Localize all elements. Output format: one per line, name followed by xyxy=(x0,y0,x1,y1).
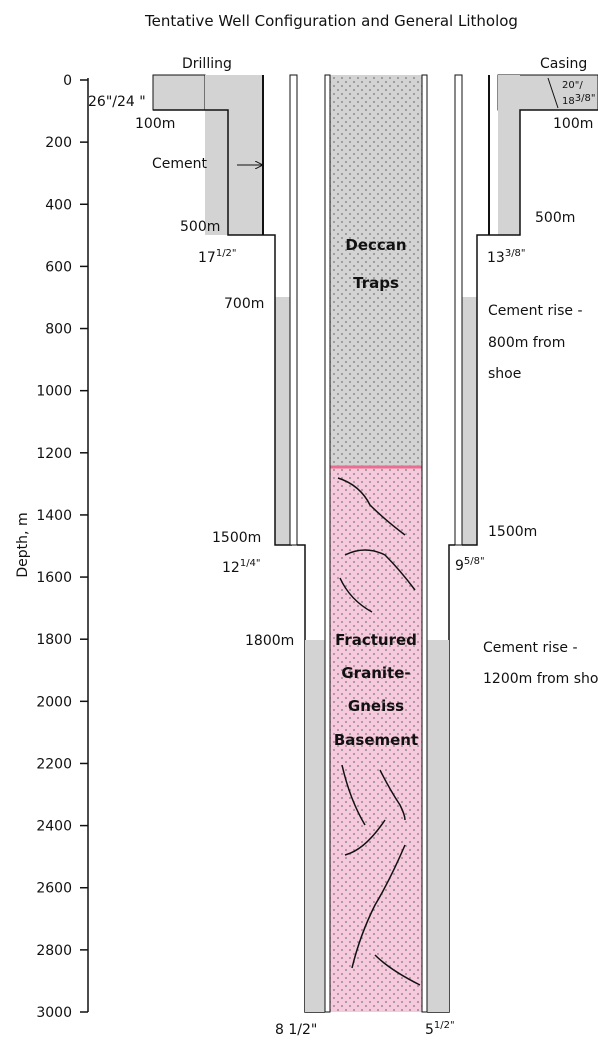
label: 100m xyxy=(135,116,175,132)
tick-label: 0 xyxy=(63,73,72,89)
tick-label: 1000 xyxy=(36,384,72,400)
lithology-label: Deccan xyxy=(345,236,406,254)
tick-label: 1200 xyxy=(36,446,72,462)
label: 500m xyxy=(180,219,220,235)
lithology-label: Gneiss xyxy=(348,697,404,715)
tick-label: 1800 xyxy=(36,632,72,648)
tick-label: 1600 xyxy=(36,570,72,586)
title: Tentative Well Configuration and General… xyxy=(144,12,518,30)
label: 1800m xyxy=(245,633,294,649)
tick-label: 400 xyxy=(45,197,72,213)
label: 26"/24 " xyxy=(88,94,146,110)
casing-header: Casing xyxy=(540,56,587,72)
label: 800m from xyxy=(488,335,565,351)
label: 700m xyxy=(224,296,264,312)
tick-label: 2600 xyxy=(36,881,72,897)
label: 100m xyxy=(553,116,593,132)
lithology xyxy=(330,75,422,1012)
label: 8 1/2" xyxy=(275,1022,317,1038)
tick-label: 2000 xyxy=(36,694,72,710)
fractures xyxy=(337,477,421,986)
label: Cement rise - xyxy=(488,303,583,319)
label: 133/8" xyxy=(487,248,526,266)
label: 183/8" xyxy=(562,93,595,107)
tick-label: 3000 xyxy=(36,1005,72,1021)
axis-label: Depth, m xyxy=(15,512,31,577)
lithology-label: Granite- xyxy=(341,664,410,682)
label: 51/2" xyxy=(425,1020,455,1038)
tick-label: 200 xyxy=(45,135,72,151)
label: 1200m from shoe xyxy=(483,671,598,687)
tick-label: 1400 xyxy=(36,508,72,524)
well-structure xyxy=(152,74,598,1013)
label: 500m xyxy=(535,210,575,226)
lithology-label: Basement xyxy=(334,731,418,749)
tick-label: 2800 xyxy=(36,943,72,959)
lithology-label: Traps xyxy=(353,274,399,292)
label: shoe xyxy=(488,366,521,382)
label: 171/2" xyxy=(198,248,237,266)
label: Cement rise - xyxy=(483,640,578,656)
label: 1500m xyxy=(212,530,261,546)
lithology-label: Fractured xyxy=(335,631,417,649)
label: 20"/ xyxy=(562,80,583,91)
tick-label: 800 xyxy=(45,322,72,338)
label: 121/4" xyxy=(222,558,261,576)
label: Cement xyxy=(152,156,208,172)
label: 95/8" xyxy=(455,556,485,574)
drilling-header: Drilling xyxy=(182,56,232,72)
tick-label: 2400 xyxy=(36,819,72,835)
tick-label: 600 xyxy=(45,259,72,275)
tick-label: 2200 xyxy=(36,756,72,772)
label: 1500m xyxy=(488,524,537,540)
